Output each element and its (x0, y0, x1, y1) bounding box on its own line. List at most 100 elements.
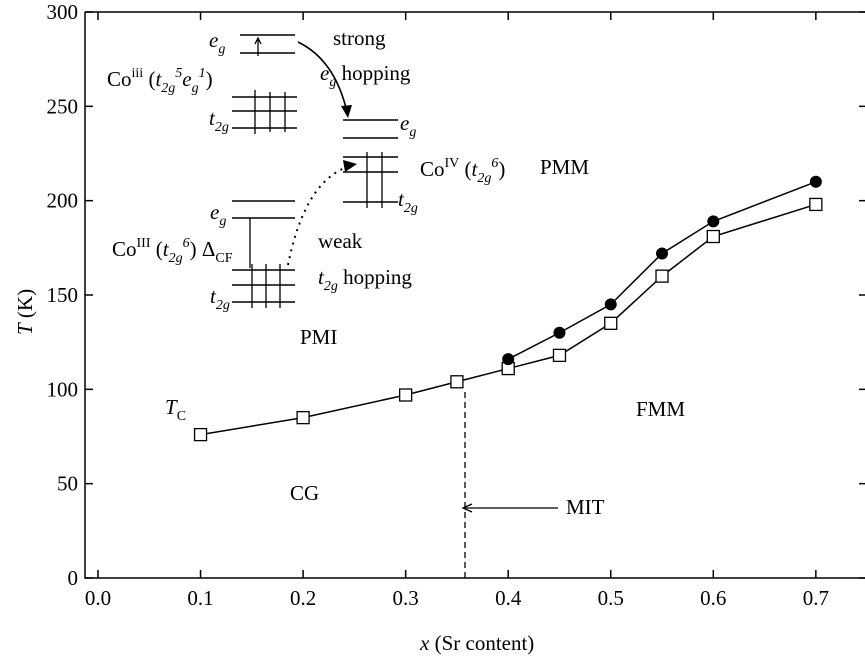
x-axis-label: x (Sr content) (419, 631, 534, 655)
text-part: 6 (183, 236, 190, 251)
x-tick-label: 0.5 (598, 586, 624, 610)
text-part: t (210, 284, 217, 308)
series-line (200, 203, 817, 436)
text-part: Co (112, 237, 137, 261)
text-part: FMM (636, 397, 685, 421)
text-part: III (137, 236, 151, 251)
marker (706, 229, 720, 244)
text-part: weak (318, 229, 363, 253)
text-part: t (163, 237, 170, 261)
marker (450, 375, 464, 389)
text-part: CG (290, 481, 319, 505)
annotation: eg (210, 200, 226, 229)
text-part: (K) (13, 289, 37, 323)
annotation: strong (333, 26, 386, 50)
x-tick-label: 0.1 (187, 586, 213, 610)
text-part: ) Δ (190, 237, 216, 261)
y-tick-label: 150 (47, 283, 79, 307)
text-part: 2g (161, 81, 175, 96)
text-part: x (419, 631, 430, 655)
text-part: Co (107, 67, 132, 91)
marker (809, 197, 823, 212)
text-part: Co (420, 157, 445, 181)
marker (707, 215, 720, 228)
annotation: FMM (636, 397, 685, 421)
text-part: 2g (216, 298, 230, 313)
text-part: C (177, 409, 186, 424)
text-part: 2g (477, 171, 491, 186)
x-tick-label: 0.7 (803, 586, 829, 610)
annotation: t2g (210, 284, 230, 313)
text-part: g (409, 125, 416, 140)
text-part: e (400, 111, 409, 135)
annotation: eg (400, 111, 416, 140)
annotation: PMM (540, 155, 589, 179)
text-part: 2g (169, 251, 183, 266)
y-tick-label: 200 (47, 189, 79, 213)
text-part: CF (215, 251, 232, 266)
text-part: g (218, 42, 225, 57)
text-part: 2g (215, 120, 229, 135)
annotation: t2g (398, 187, 418, 216)
x-tick-label: 0.6 (700, 586, 726, 610)
text-part: hopping (336, 61, 411, 85)
text-part: t (472, 157, 479, 181)
y-axis-label: T (K) (13, 289, 37, 335)
text-part: ( (143, 67, 155, 91)
text-part: IV (445, 156, 460, 171)
text-part: 5 (175, 66, 182, 81)
annotation: CoIII (t2g6) ΔCF (112, 236, 233, 266)
text-part: PMM (540, 155, 589, 179)
y-tick-label: 50 (57, 472, 78, 496)
text-part: iii (132, 66, 144, 81)
marker (809, 175, 822, 188)
text-part: MIT (566, 495, 605, 519)
x-tick-label: 0.4 (495, 586, 522, 610)
text-part: e (210, 200, 219, 224)
text-part: (Sr content) (429, 631, 534, 655)
annotation: t2g hopping (318, 265, 412, 294)
text-part: g (329, 75, 336, 90)
text-part: ( (459, 157, 471, 181)
marker (193, 427, 208, 442)
text-part: 6 (491, 156, 498, 171)
text-part: 2g (404, 201, 418, 216)
series-line (507, 181, 817, 360)
text-part: e (182, 67, 191, 91)
annotation: CG (290, 481, 319, 505)
x-tick-label: 0.3 (393, 586, 419, 610)
x-tick-label: 0.0 (85, 586, 111, 610)
text-part: ) (498, 157, 505, 181)
annotation: MIT (566, 495, 605, 519)
text-part: T (165, 395, 178, 419)
text-part: e (209, 28, 218, 52)
marker (655, 269, 669, 283)
annotation: TC (165, 395, 186, 424)
marker (399, 388, 413, 402)
y-tick-label: 250 (47, 94, 79, 118)
text-part: t (155, 67, 162, 91)
x-tick-label: 0.2 (290, 586, 316, 610)
marker (502, 353, 515, 366)
text-part: ( (151, 237, 163, 261)
text-part: strong (333, 26, 386, 50)
annotation: eg (209, 28, 225, 57)
y-tick-label: 0 (68, 566, 79, 590)
axes-frame (84, 11, 865, 579)
text-part: t (318, 265, 325, 289)
annotation: eg hopping (320, 61, 411, 90)
y-tick-label: 300 (47, 0, 79, 24)
marker (552, 348, 567, 363)
y-tick-label: 100 (47, 377, 79, 401)
text-part: 2g (324, 279, 338, 294)
marker (296, 410, 310, 425)
text-part: T (13, 322, 37, 335)
text-part: t (398, 187, 405, 211)
text-part: g (192, 81, 199, 96)
text-part: e (320, 61, 329, 85)
marker (656, 247, 669, 260)
annotation: weak (318, 229, 363, 253)
annotation: t2g (209, 106, 229, 135)
text-part: t (209, 106, 216, 130)
